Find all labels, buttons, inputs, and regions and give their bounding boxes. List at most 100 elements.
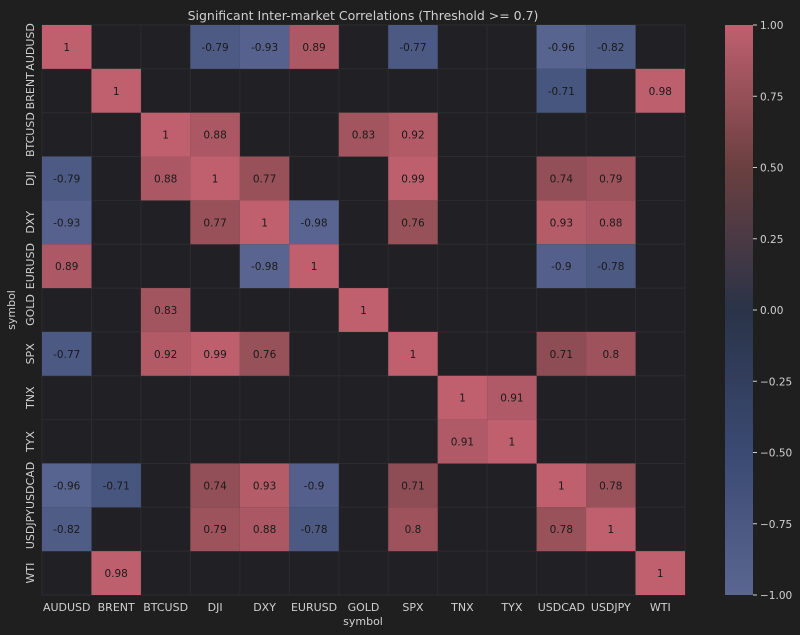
cell-value-label: 0.74 — [550, 173, 574, 185]
heatmap-cell — [487, 375, 537, 420]
cell-value-label: 1 — [360, 305, 367, 317]
heatmap-cell — [289, 25, 339, 69]
cell-value-label: 0.88 — [154, 173, 177, 185]
heatmap-cell — [586, 25, 636, 69]
cell-value-label: 0.76 — [401, 217, 425, 229]
x-tick-label: SPX — [402, 601, 424, 614]
colorbar-tick-label: 0.00 — [760, 305, 783, 317]
y-tick-label: USDCAD — [24, 462, 37, 509]
cell-value-label: 0.98 — [104, 568, 127, 580]
y-tick-label: GOLD — [24, 294, 37, 326]
heatmap-cell — [289, 244, 339, 289]
x-axis-label: symbol — [343, 615, 383, 628]
heatmap-cell — [388, 156, 438, 201]
heatmap-cell — [388, 200, 438, 245]
cell-value-label: 0.91 — [500, 393, 523, 405]
heatmap-cell — [190, 331, 240, 376]
colorbar-tick-label: −0.75 — [760, 519, 792, 531]
colorbar — [725, 25, 753, 595]
y-tick-label: USDJPY — [24, 509, 37, 549]
y-tick-label: DJI — [24, 171, 37, 186]
cell-value-label: 1 — [509, 437, 516, 449]
heatmap-cell — [91, 463, 141, 508]
y-tick-label: TYX — [24, 431, 37, 453]
heatmap-cell — [487, 419, 537, 464]
cell-value-label: 0.88 — [253, 524, 276, 536]
heatmap-cell — [42, 331, 92, 376]
y-tick-label: AUDUSD — [24, 23, 37, 71]
cell-value-label: 1 — [212, 173, 219, 185]
chart-title: Significant Inter-market Correlations (T… — [188, 8, 539, 23]
heatmap-cell — [289, 463, 339, 508]
colorbar-ticks: −1.00 −0.75 −0.50 −0.25 0.00 0.25 0.50 0.75 1.00 — [753, 20, 792, 602]
heatmap-cell — [42, 244, 92, 289]
cell-value-label: -0.78 — [597, 261, 624, 273]
y-tick-label: DXY — [24, 211, 37, 234]
heatmap-cell — [190, 463, 240, 508]
heatmap-cell — [388, 507, 438, 552]
heatmap-cell — [91, 68, 141, 113]
heatmap-cell — [536, 200, 587, 245]
cell-value-label: 0.71 — [401, 480, 424, 492]
cell-value-label: -0.98 — [300, 217, 327, 229]
heatmap-cell — [239, 25, 290, 69]
cell-value-label: 1 — [410, 349, 417, 361]
heatmap-cell — [437, 375, 488, 420]
heatmap-cell — [42, 200, 92, 245]
colorbar-tick-label: −0.50 — [760, 448, 792, 460]
heatmap-cell — [289, 507, 339, 552]
cell-value-label: -0.9 — [551, 261, 572, 273]
heatmap-cell — [338, 288, 389, 332]
colorbar-tick-label: 0.75 — [760, 91, 783, 103]
heatmap-cell — [42, 156, 92, 201]
heatmap-cell — [140, 288, 191, 332]
heatmap-cell — [239, 463, 290, 508]
heatmap-cells: 1 -0.79 -0.93 0.89 -0.77 -0.96 -0.82 1 -0.71 0.98… — [42, 25, 685, 595]
heatmap-cell — [42, 25, 92, 69]
x-tick-label: EURUSD — [291, 601, 337, 614]
cell-value-label: 0.76 — [253, 349, 277, 361]
cell-value-label: 0.88 — [203, 130, 226, 142]
cell-value-label: 0.79 — [599, 173, 622, 185]
cell-value-label: 0.89 — [302, 42, 325, 54]
cell-value-label: 1 — [311, 261, 318, 273]
heatmap-cell — [190, 25, 240, 69]
cell-value-label: 0.89 — [55, 261, 78, 273]
cell-value-label: 1 — [63, 42, 70, 54]
cell-value-label: 1 — [162, 130, 169, 142]
y-tick-label: SPX — [24, 343, 37, 365]
heatmap-cell — [536, 463, 587, 508]
x-tick-label: WTI — [650, 601, 671, 614]
heatmap-cell — [239, 156, 290, 201]
heatmap-cell — [140, 112, 191, 157]
cell-value-label: -0.71 — [103, 480, 130, 492]
cell-value-label: -0.98 — [251, 261, 278, 273]
cell-value-label: 0.78 — [550, 524, 573, 536]
heatmap-cell — [140, 331, 191, 376]
heatmap-cell — [388, 112, 438, 157]
heatmap-cell — [586, 244, 636, 289]
heatmap-cell — [536, 507, 587, 552]
heatmap-cell — [586, 507, 636, 552]
heatmap-cell — [388, 463, 438, 508]
y-tick-label: WTI — [24, 563, 37, 584]
heatmap-cell — [42, 507, 92, 552]
cell-value-label: 0.74 — [203, 480, 227, 492]
x-tick-label: USDCAD — [538, 601, 585, 614]
cell-value-label: -0.71 — [548, 86, 575, 98]
heatmap-cell — [388, 25, 438, 69]
x-tick-label: BTCUSD — [143, 601, 188, 614]
heatmap-cell — [635, 68, 685, 113]
cell-value-label: 0.8 — [602, 349, 619, 361]
heatmap-cell — [338, 112, 389, 157]
cell-value-label: 0.79 — [203, 524, 226, 536]
heatmap-cell — [586, 331, 636, 376]
heatmap-cell — [536, 244, 587, 289]
cell-value-label: 1 — [459, 393, 466, 405]
heatmap-cell — [190, 200, 240, 245]
heatmap-cell — [140, 156, 191, 201]
cell-value-label: -0.9 — [304, 480, 325, 492]
x-tick-label: TYX — [500, 601, 522, 614]
x-tick-label: GOLD — [348, 601, 380, 614]
heatmap-cell — [190, 507, 240, 552]
